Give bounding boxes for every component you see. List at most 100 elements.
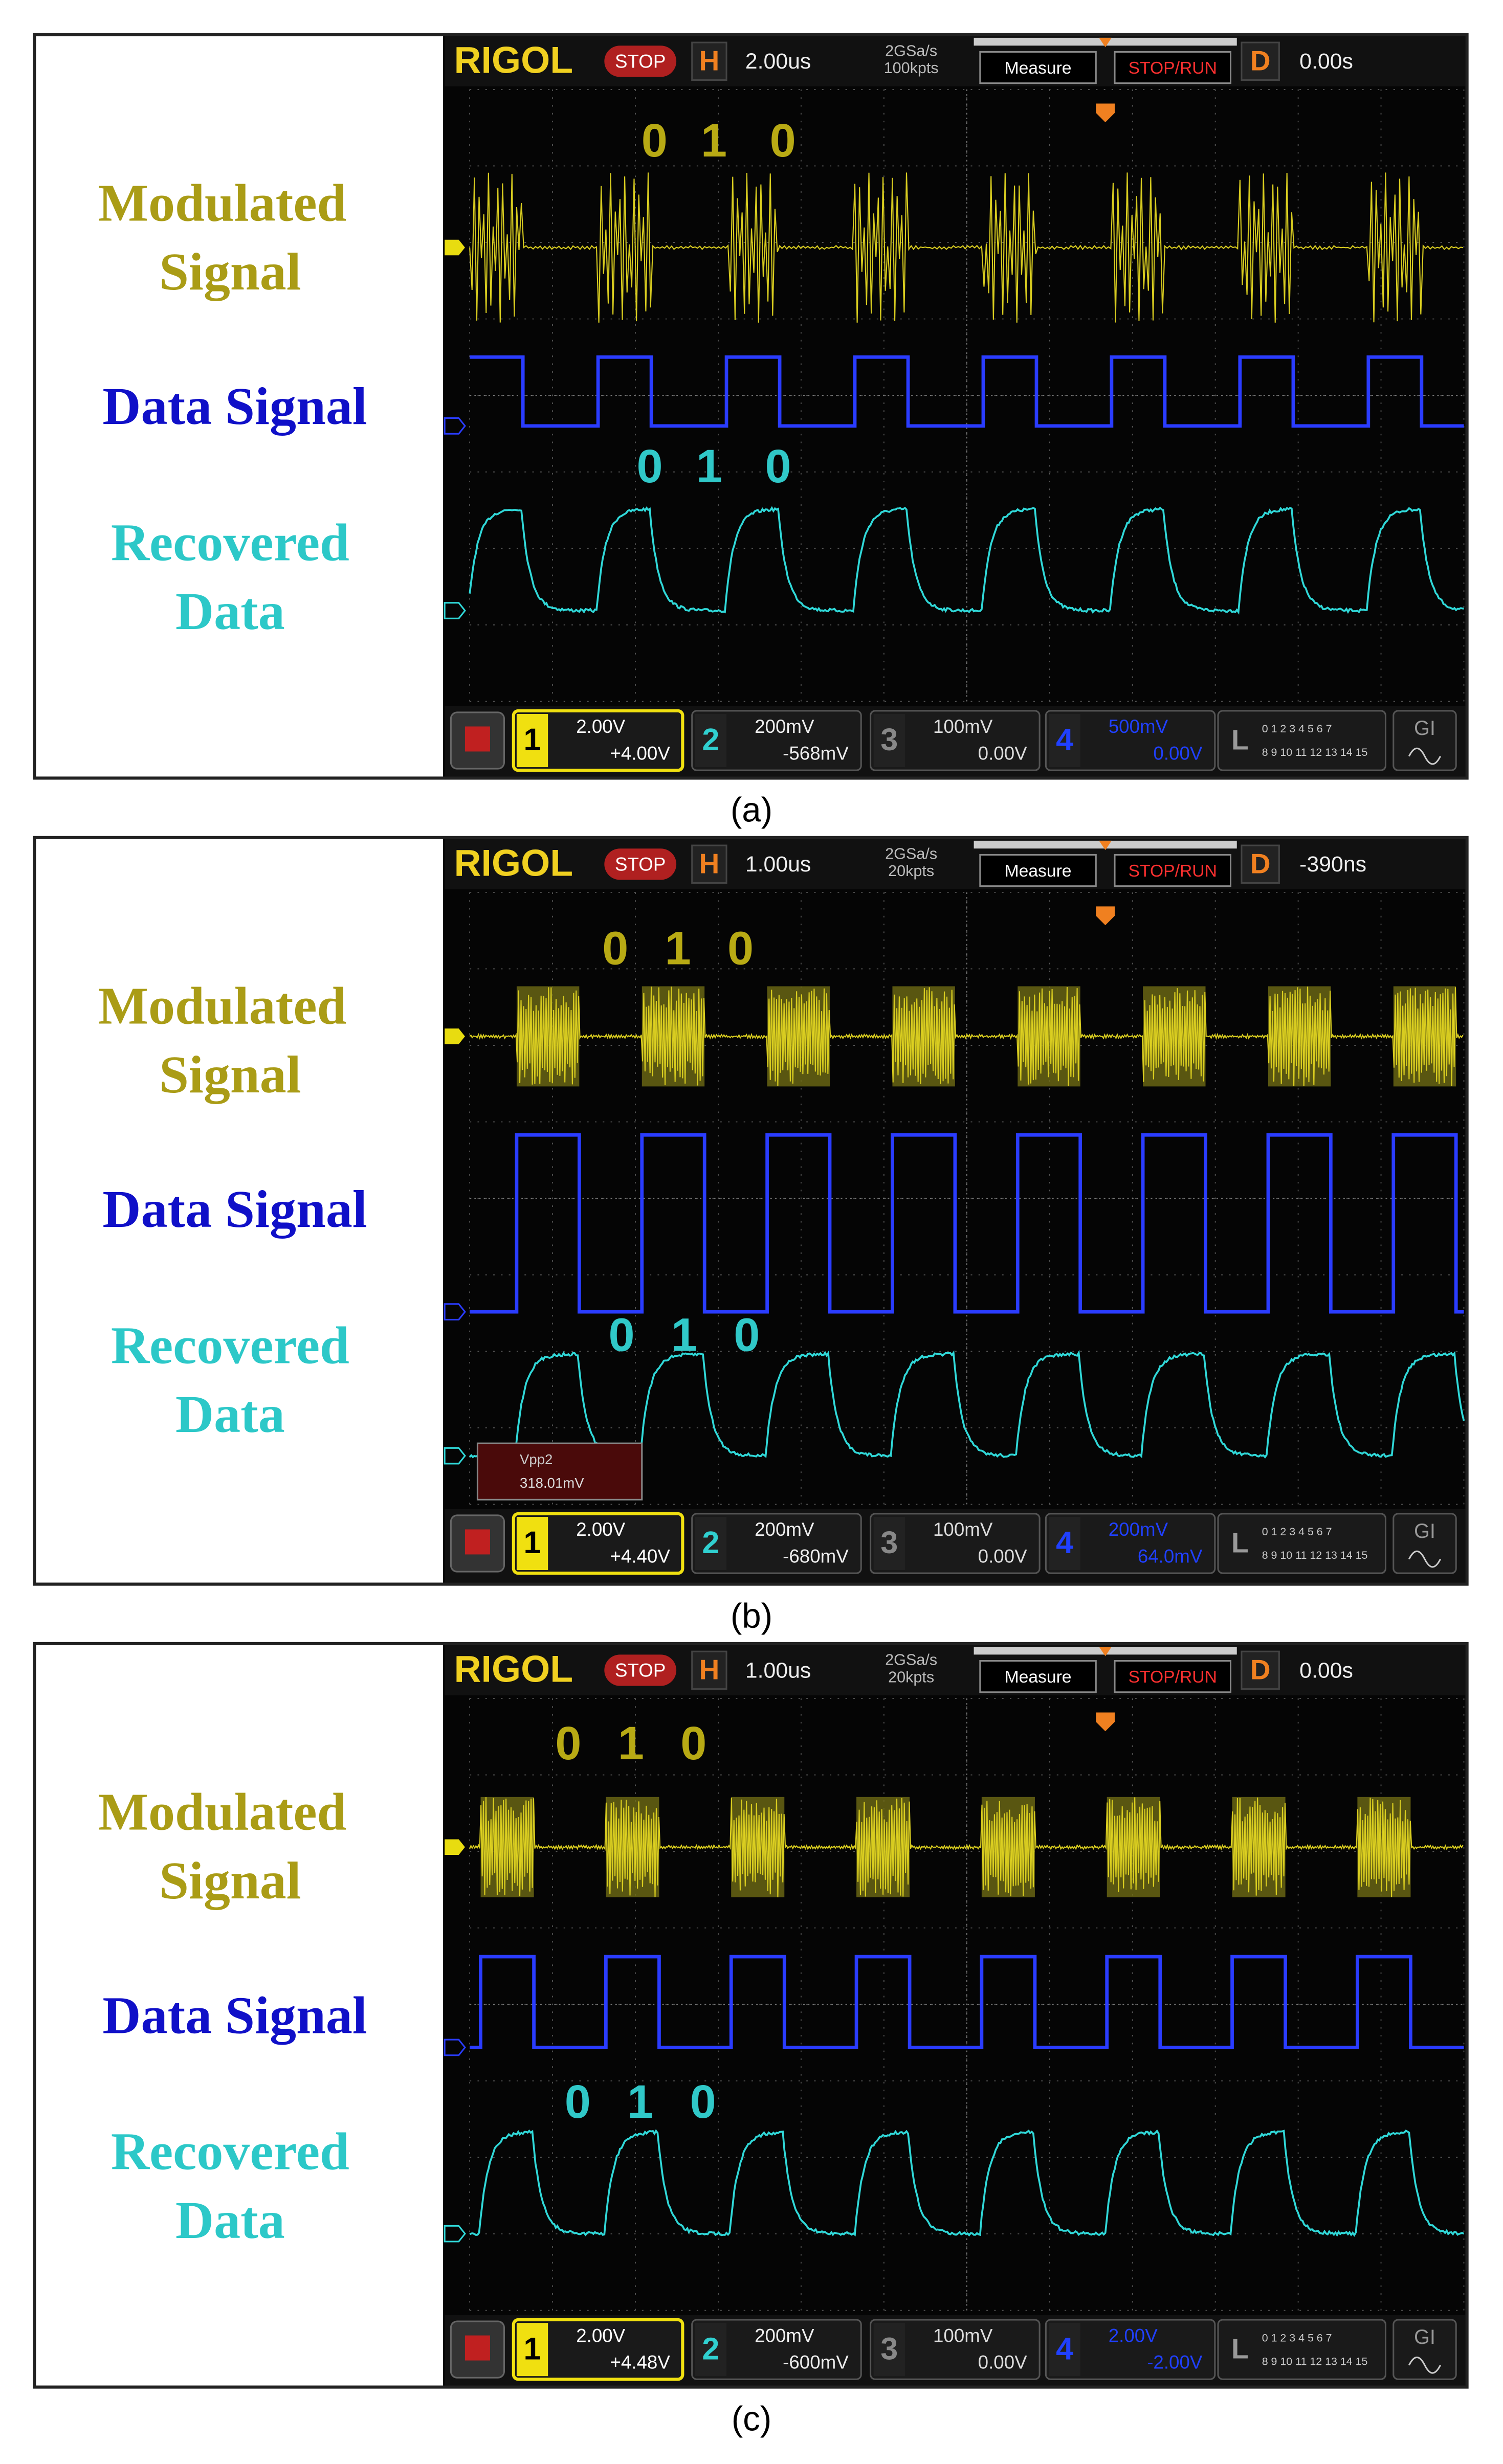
logic-bits: 0 1 2 3 4 5 6 7 — [1262, 1526, 1332, 1538]
logic-bits: 0 1 2 3 4 5 6 7 — [1262, 2332, 1332, 2344]
logic-box — [1217, 710, 1386, 771]
delay: -390ns — [1299, 852, 1366, 877]
modulated-wave — [469, 987, 1464, 1086]
channel-num: 4 — [1056, 722, 1073, 757]
label-recovered: Recovered — [111, 2122, 349, 2181]
scope-screen — [443, 34, 1467, 778]
channel-num: 2 — [702, 722, 719, 757]
run-stop: STOP/RUN — [1129, 1668, 1217, 1687]
measure: Measure — [1005, 862, 1072, 881]
panel-border — [33, 1642, 1469, 2389]
bit-label: 1 — [665, 922, 691, 974]
menu-wave — [1408, 747, 1441, 765]
channel-offset: -568mV — [783, 743, 849, 764]
channel-offset: -600mV — [783, 2351, 849, 2372]
label-data: Data Signal — [102, 1179, 367, 1239]
trigger-marker — [1096, 906, 1115, 926]
mem-depth: 20kpts — [888, 1668, 934, 1686]
label-area — [34, 1643, 444, 2387]
bit-label: 0 — [637, 440, 663, 492]
logic-bits: 8 9 10 11 12 13 14 15 — [1262, 2355, 1368, 2367]
measure: Measure — [1005, 59, 1072, 78]
logic: L — [1231, 2333, 1249, 2365]
channel-box — [1045, 2319, 1216, 2380]
channel-num: 2 — [702, 2331, 719, 2366]
delay: 0.00s — [1299, 1658, 1353, 1683]
channel-scale: 200mV — [755, 716, 814, 737]
channel-scale: 100mV — [933, 2325, 993, 2346]
channel-scale: 100mV — [933, 1519, 993, 1540]
logic-box — [1217, 1513, 1386, 1574]
logic-bits: 0 1 2 3 4 5 6 7 — [1262, 723, 1332, 735]
ch1-marker — [445, 1839, 465, 1855]
status-pill — [604, 1654, 677, 1686]
logic-bits: 8 9 10 11 12 13 14 15 — [1262, 1549, 1368, 1561]
channel-scale: 2.00V — [576, 716, 625, 737]
channel-offset: 0.00V — [1153, 743, 1202, 764]
channel-offset: +4.00V — [610, 743, 670, 764]
bit-label: 0 — [734, 1309, 760, 1361]
label-recovered: Recovered — [111, 512, 349, 572]
run-stop: STOP/RUN — [1129, 862, 1217, 881]
ch2-marker — [444, 1447, 466, 1465]
trigger-marker — [1096, 1712, 1115, 1732]
channel-scale: 200mV — [1109, 1519, 1168, 1540]
label-modulated: Signal — [159, 242, 301, 301]
channel-offset: -2.00V — [1147, 2351, 1203, 2372]
run-btn — [1114, 854, 1232, 887]
data-wave — [470, 355, 1464, 428]
channel-offset: 0.00V — [978, 743, 1027, 764]
panel-border — [33, 836, 1469, 1586]
ch4-marker — [444, 1303, 466, 1320]
menu-key: GI — [1414, 2326, 1435, 2348]
panel: Modulated Signal Data Signal Recovered Data 0… — [33, 1642, 1469, 2438]
run-btn — [1114, 51, 1232, 84]
ch4-marker — [444, 2039, 466, 2056]
caption: (b) — [731, 1597, 772, 1636]
channel-offset: -680mV — [783, 1545, 849, 1566]
trigger-pos — [1099, 1647, 1112, 1656]
measure: Measure — [1005, 1668, 1072, 1687]
channel-scale: 2.00V — [576, 2325, 625, 2346]
status: STOP — [615, 51, 666, 72]
label-recovered: Recovered — [111, 1315, 349, 1375]
timebase: 1.00us — [745, 852, 811, 877]
menu-icon — [465, 2335, 490, 2361]
label-data: Data Signal — [102, 1985, 367, 2045]
menu-wave — [1408, 2356, 1441, 2374]
label-area — [34, 837, 444, 1584]
measure-btn — [979, 1660, 1097, 1693]
logic-bits: 8 9 10 11 12 13 14 15 — [1262, 746, 1368, 758]
bit-label: 0 — [642, 115, 668, 167]
d-key-box — [1241, 844, 1280, 884]
modulated-wave — [469, 1797, 1464, 1897]
run-stop: STOP/RUN — [1129, 59, 1217, 78]
label-modulated: Signal — [159, 1045, 301, 1104]
bit-label: 0 — [608, 1309, 634, 1361]
measure-name: Vpp2 — [520, 1451, 552, 1467]
channel-offset: 0.00V — [978, 1545, 1027, 1566]
sample-rate: 2GSa/s — [885, 1651, 937, 1669]
bit-label: 0 — [727, 922, 754, 974]
d-key: D — [1250, 44, 1271, 76]
channel-num: 2 — [702, 1525, 719, 1560]
bit-label: 1 — [701, 115, 727, 167]
trigger-pos — [1099, 37, 1112, 48]
status: STOP — [615, 1660, 666, 1681]
mem-depth: 100kpts — [884, 59, 939, 77]
status-pill — [604, 46, 677, 77]
ch2-marker — [444, 602, 466, 619]
menu-wave — [1408, 1550, 1441, 1568]
label-recovered: Data — [175, 1384, 285, 1444]
channel-num-box — [516, 1516, 548, 1571]
recovered-wave — [469, 506, 1464, 615]
channel-num-box — [695, 1516, 727, 1571]
measure-box — [476, 1442, 643, 1500]
channel-offset: +4.48V — [610, 2351, 670, 2372]
channel-box — [512, 1512, 684, 1575]
bit-label: 1 — [696, 440, 722, 492]
logic-box — [1217, 2319, 1386, 2380]
h-key: H — [699, 847, 719, 879]
channel-offset: 64.0mV — [1138, 1545, 1203, 1566]
